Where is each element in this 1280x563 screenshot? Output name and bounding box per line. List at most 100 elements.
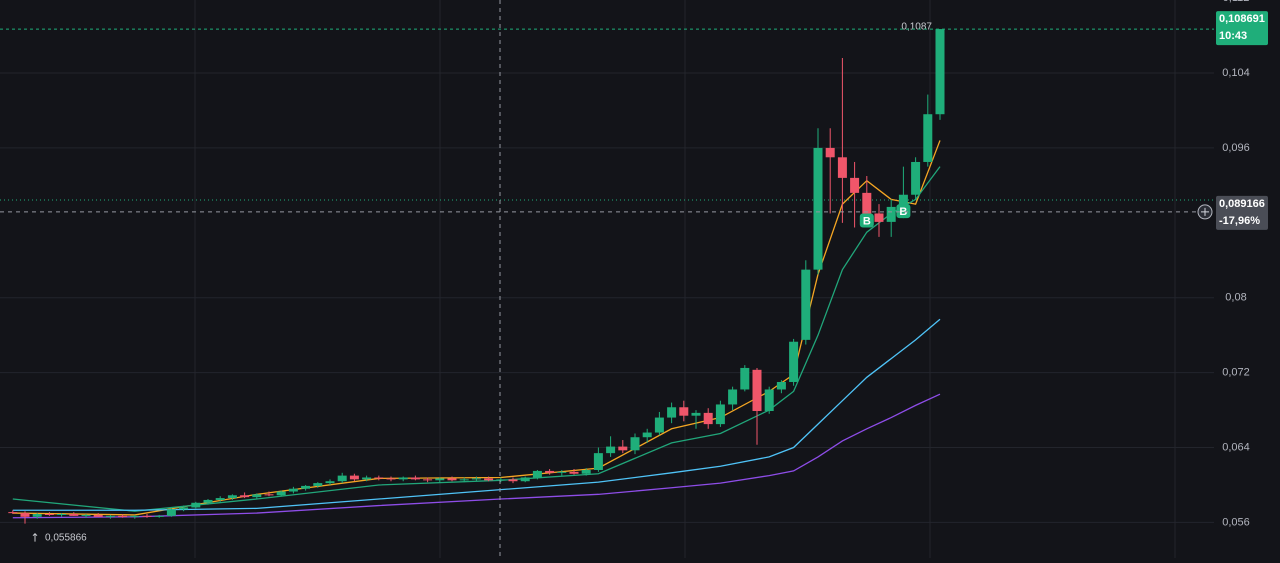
candle-body [776, 381, 786, 390]
candle-body [813, 147, 823, 270]
candle-body [630, 437, 640, 451]
candle-body [557, 471, 567, 473]
candle-body [423, 479, 433, 481]
candle-body [301, 485, 311, 489]
crosshair-label: 0,089166 [1219, 198, 1265, 210]
candle-body [203, 499, 213, 503]
candle-body [789, 341, 799, 382]
candle-body [679, 407, 689, 416]
candle-body [484, 478, 494, 481]
candle-body [240, 495, 250, 498]
candle-body [32, 513, 42, 517]
signal-label: B [863, 215, 871, 227]
candle-body [764, 389, 774, 412]
candle-body [642, 432, 652, 438]
candle-body [520, 477, 530, 482]
signal-marker [896, 204, 911, 219]
candle-body [728, 389, 738, 405]
candle-body [8, 512, 18, 514]
candle-body [862, 192, 872, 216]
candle-body [496, 479, 506, 481]
candle-body [252, 494, 262, 498]
candle-body [325, 481, 335, 484]
candle-body [715, 404, 725, 425]
candle-body [276, 491, 286, 496]
y-tick-label: 0,056 [1222, 516, 1250, 528]
candle-body [105, 515, 115, 517]
last-price-box [1216, 11, 1268, 46]
high-label: 0,1087 [901, 22, 932, 33]
candle-body [166, 509, 176, 516]
candle-body [154, 515, 164, 517]
candle-body [435, 478, 445, 481]
candle-body [898, 194, 908, 207]
candle-body [569, 471, 579, 474]
low-label: 0,055866 [45, 532, 87, 543]
candle-body [118, 515, 128, 517]
candle-body [20, 513, 30, 517]
candle-body [288, 488, 298, 492]
candle-body [142, 515, 152, 517]
candle-body [667, 407, 677, 418]
candle-body [349, 475, 359, 480]
y-tick-label: 0,08 [1225, 292, 1246, 304]
candle-body [923, 114, 933, 162]
y-tick-label: 0,112 [1223, 0, 1250, 4]
candle-body [386, 478, 396, 480]
y-tick-label: 0,096 [1222, 142, 1250, 154]
signal-label: B [899, 206, 907, 218]
candle-body [374, 477, 384, 479]
candle-body [447, 478, 457, 481]
candle-body [691, 412, 701, 416]
countdown-label: 10:43 [1219, 30, 1247, 42]
moving-average [12, 318, 941, 511]
candle-body [874, 213, 884, 222]
candle-body [801, 269, 811, 340]
candle-body [752, 369, 762, 412]
candle-body [81, 514, 91, 516]
candle-body [398, 477, 408, 480]
vertical-grid [194, 0, 1176, 558]
candle-body [57, 513, 67, 515]
y-tick-label: 0,104 [1222, 67, 1250, 79]
y-tick-label: 0,072 [1222, 367, 1250, 379]
candle-body [532, 470, 542, 478]
candle-body [654, 417, 664, 433]
candles [8, 29, 945, 524]
candle-body [618, 446, 628, 451]
candle-body [191, 502, 201, 508]
candle-body [471, 478, 481, 480]
candle-body [703, 412, 713, 425]
candle-body [179, 507, 189, 510]
candle-body [508, 479, 518, 482]
add-icon [1201, 207, 1209, 216]
candle-body [264, 494, 274, 496]
candle-body [459, 479, 469, 481]
candle-body [740, 367, 750, 390]
low-arrow [32, 532, 38, 542]
candle-body [410, 477, 420, 480]
candle-body [337, 475, 347, 482]
candle-body [606, 446, 616, 454]
candle-body [313, 483, 323, 486]
candle-body [227, 495, 237, 499]
candle-body [837, 157, 847, 178]
crosshair-change: -17,96% [1219, 215, 1260, 227]
candle-body [69, 513, 79, 516]
candle-body [850, 177, 860, 193]
candle-body [545, 470, 555, 473]
candle-body [93, 514, 103, 517]
candle-body [44, 513, 54, 515]
last-price-label: 0,108691 [1219, 13, 1265, 25]
candle-body [825, 147, 835, 158]
candle-body [581, 469, 591, 474]
candle-body [362, 477, 372, 480]
moving-average [12, 393, 941, 519]
candle-body [215, 498, 225, 500]
candle-body [886, 206, 896, 222]
signal-marker [859, 213, 874, 228]
candle-body [935, 29, 945, 115]
